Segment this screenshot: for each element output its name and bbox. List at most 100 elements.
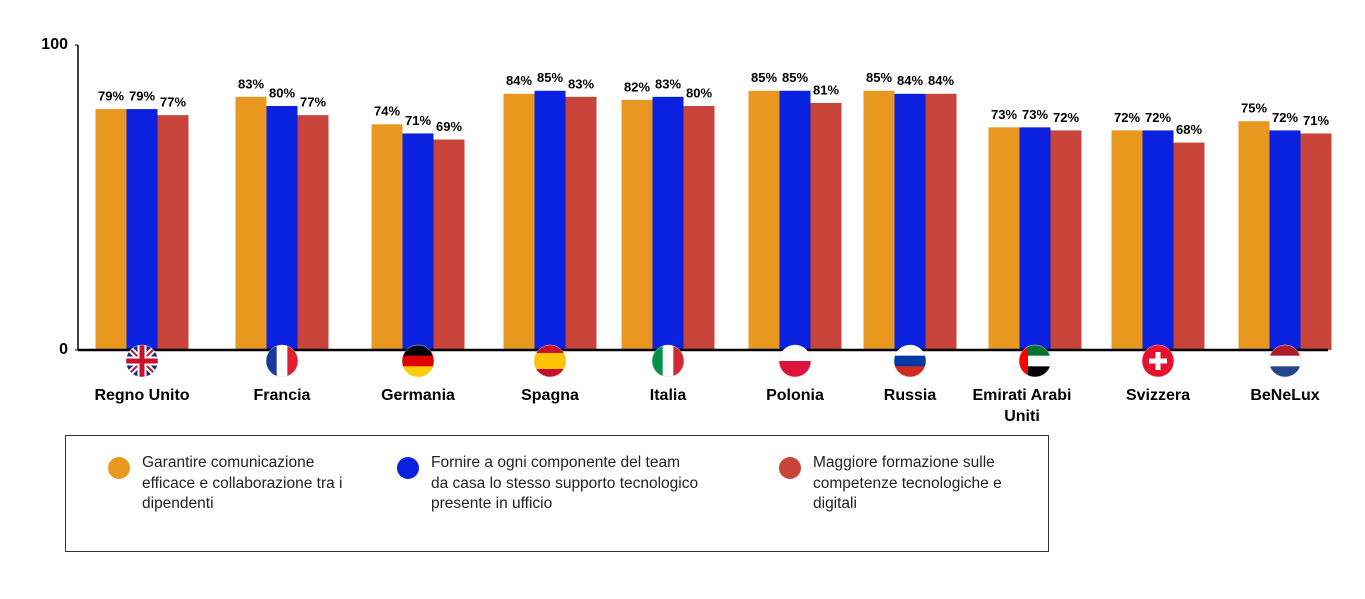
- flag-stripe: [662, 345, 674, 377]
- flag: [1142, 345, 1174, 377]
- bar: [863, 90, 895, 350]
- data-label: 83%: [238, 76, 264, 91]
- flag-stripe: [534, 353, 566, 362]
- flag: [1269, 345, 1301, 377]
- bar: [1019, 127, 1051, 350]
- data-label: 84%: [928, 73, 954, 88]
- flag: [126, 345, 158, 377]
- flag-stripe: [402, 345, 434, 357]
- flag-stripe: [534, 345, 566, 354]
- legend-item: Fornire a ogni componente del team da ca…: [397, 453, 701, 515]
- flag-rim: [1141, 344, 1175, 378]
- legend: Garantire comunicazione efficace e colla…: [65, 435, 1049, 552]
- data-label: 79%: [129, 88, 155, 103]
- flag: [652, 345, 684, 377]
- legend-label: Fornire a ogni componente del team da ca…: [431, 454, 699, 512]
- flag-stripe: [1019, 345, 1028, 377]
- flag-stripe: [534, 361, 566, 370]
- data-label: 85%: [782, 70, 808, 85]
- x-tick-label: Italia: [649, 387, 687, 404]
- data-label: 80%: [269, 85, 295, 100]
- x-tick-label: BeNeLux: [1250, 387, 1320, 404]
- bar: [1111, 130, 1143, 350]
- bar: [748, 90, 780, 350]
- data-label: 72%: [1114, 110, 1140, 125]
- legend-label: Garantire comunicazione efficace e colla…: [142, 454, 343, 512]
- flag-stripe: [1019, 366, 1051, 377]
- bar: [810, 102, 842, 350]
- legend-marker: [779, 457, 801, 479]
- data-label: 79%: [98, 88, 124, 103]
- flag: [534, 345, 566, 377]
- bar: [95, 109, 127, 350]
- x-tick-label: Russia: [883, 387, 937, 404]
- flag-rim: [893, 344, 927, 378]
- flag: [266, 345, 298, 377]
- x-tick-label: Polonia: [766, 387, 824, 404]
- flag: [402, 345, 434, 377]
- bar: [1142, 130, 1174, 350]
- data-label: 68%: [1176, 122, 1202, 137]
- bar: [683, 106, 715, 350]
- flag-stripe: [673, 345, 684, 377]
- flag-stripe: [402, 366, 434, 377]
- data-label: 69%: [436, 119, 462, 134]
- x-tick-label: Germania: [381, 387, 455, 404]
- flag-stripe: [1019, 355, 1051, 367]
- flag-rim: [265, 344, 299, 378]
- bar: [988, 127, 1020, 350]
- bar: [402, 133, 434, 350]
- data-label: 85%: [751, 70, 777, 85]
- bar: [157, 115, 189, 351]
- legend-marker: [108, 457, 130, 479]
- flag-stripe: [1019, 345, 1051, 357]
- bar: [126, 109, 158, 350]
- flag-stripe: [1269, 345, 1301, 357]
- flag-cross: [126, 345, 158, 377]
- flag-stripe: [1269, 366, 1301, 377]
- x-tick-label: Svizzera: [1125, 387, 1191, 404]
- bar: [534, 90, 566, 350]
- flag: [894, 345, 926, 377]
- flag-stripe: [287, 345, 298, 377]
- legend-item: Garantire comunicazione efficace e colla…: [108, 453, 347, 515]
- data-label: 83%: [568, 76, 594, 91]
- bar: [297, 115, 329, 351]
- bar: [621, 99, 653, 351]
- legend-label: Maggiore formazione sulle competenze tec…: [813, 454, 1002, 512]
- data-label: 72%: [1145, 110, 1171, 125]
- flag-stripe: [534, 369, 566, 377]
- data-label: 84%: [506, 73, 532, 88]
- bar: [503, 93, 535, 351]
- x-tick-label: Regno Unito: [94, 387, 190, 404]
- bar: [1238, 121, 1270, 350]
- flag-stripe: [402, 355, 434, 367]
- bar: [1173, 142, 1205, 350]
- flag-cross: [1149, 352, 1167, 370]
- flag-rim: [401, 344, 435, 378]
- flag-stripe: [779, 361, 811, 377]
- flag-rim: [1018, 344, 1052, 378]
- x-tick-label: Spagna: [521, 387, 579, 404]
- data-label: 71%: [1303, 113, 1329, 128]
- flag-stripe: [266, 345, 278, 377]
- data-label: 73%: [991, 107, 1017, 122]
- data-label: 73%: [1022, 107, 1048, 122]
- bar: [925, 93, 957, 351]
- bar: [894, 93, 926, 351]
- data-label: 75%: [1241, 101, 1267, 116]
- flag-rim: [125, 344, 159, 378]
- data-label: 85%: [537, 70, 563, 85]
- data-label: 81%: [813, 82, 839, 97]
- flag-rim: [651, 344, 685, 378]
- data-label: 77%: [300, 95, 326, 110]
- flag-stripe: [894, 355, 926, 367]
- y-tick-label: 0: [59, 341, 68, 358]
- flag: [779, 345, 811, 377]
- data-label: 80%: [686, 85, 712, 100]
- bar: [1269, 130, 1301, 350]
- data-label: 74%: [374, 104, 400, 119]
- bar: [652, 96, 684, 350]
- bar: [235, 96, 267, 350]
